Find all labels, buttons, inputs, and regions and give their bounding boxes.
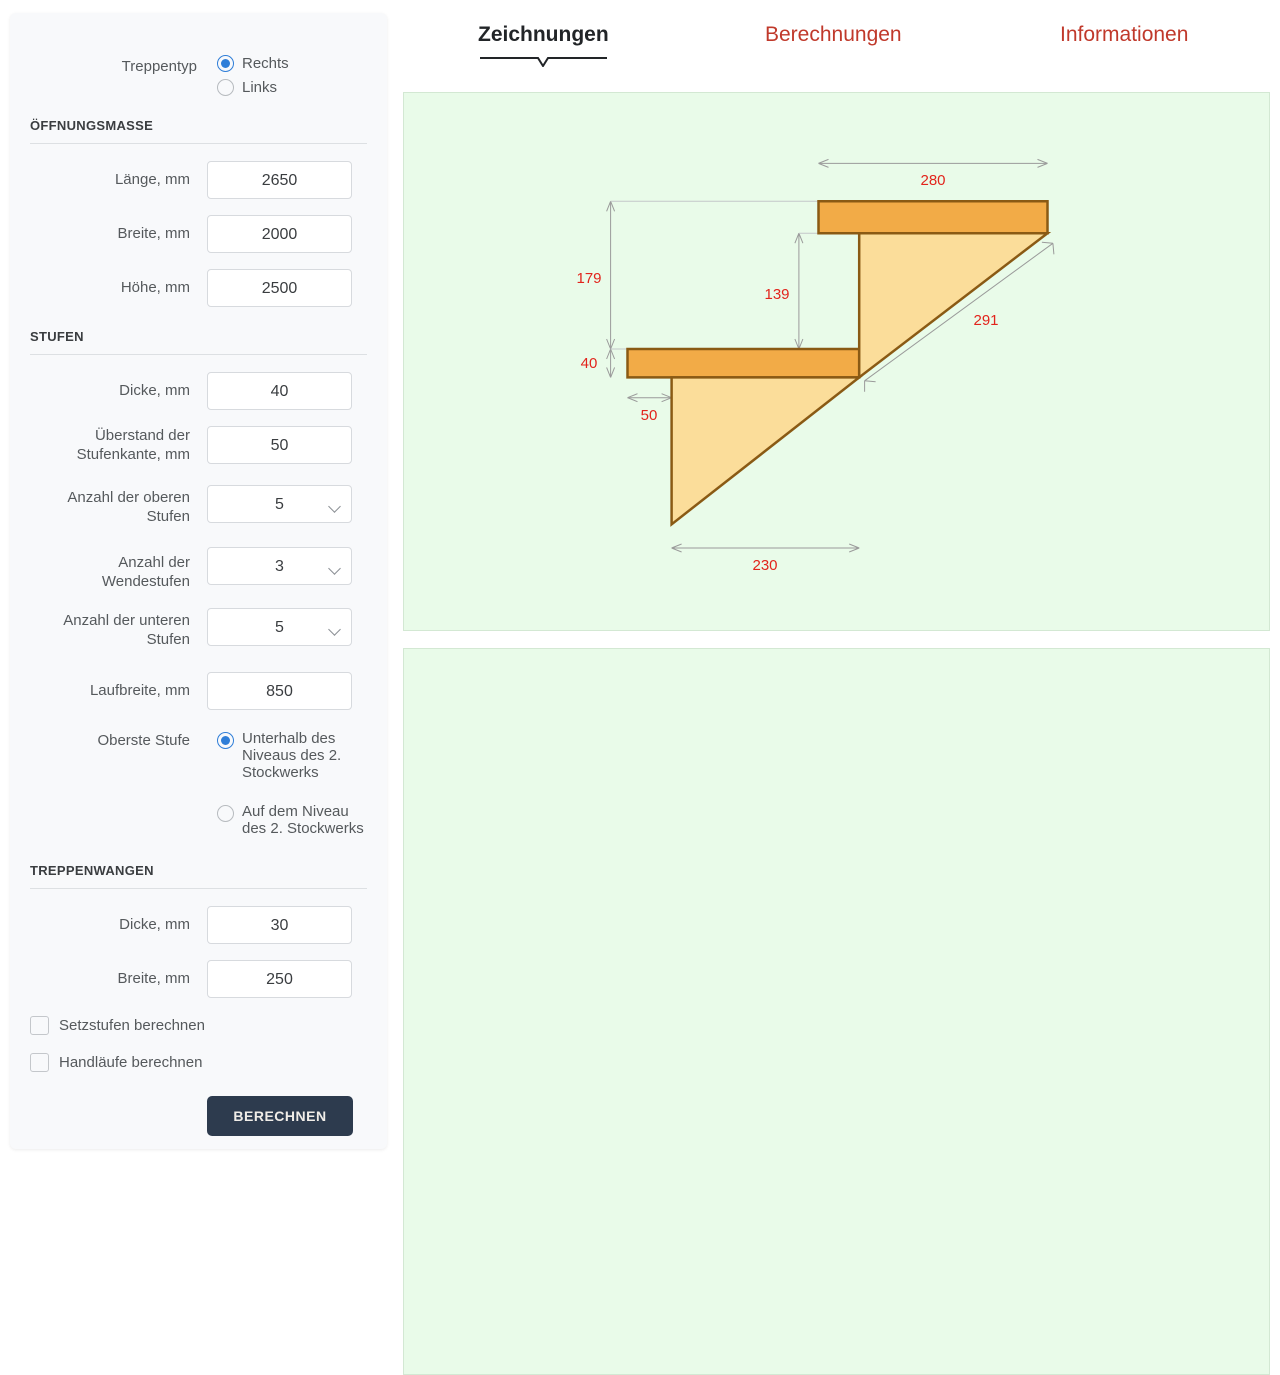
svg-text:230: 230: [752, 557, 777, 574]
svg-text:139: 139: [764, 286, 789, 303]
svg-text:40: 40: [581, 355, 598, 372]
svg-text:291: 291: [973, 312, 998, 329]
svg-text:179: 179: [576, 270, 601, 287]
svg-text:280: 280: [920, 172, 945, 189]
svg-text:50: 50: [641, 407, 658, 424]
